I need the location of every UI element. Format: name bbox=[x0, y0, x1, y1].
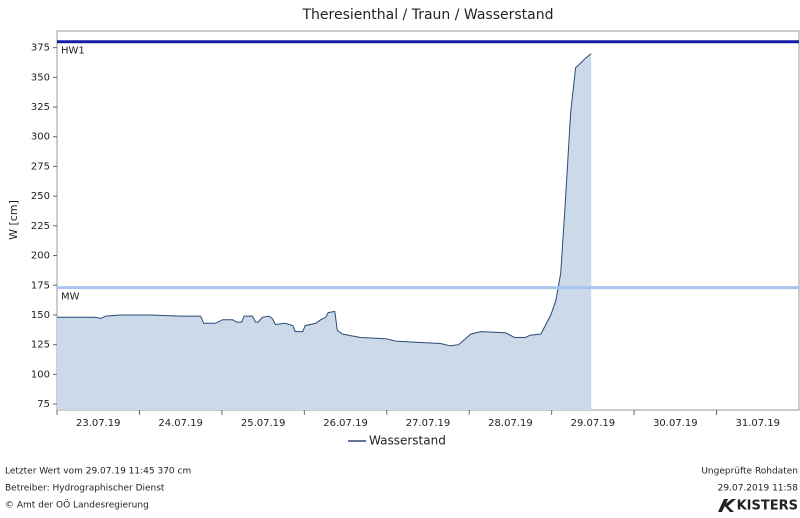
y-tick-label: 375 bbox=[31, 43, 50, 54]
x-tick-label: 30.07.19 bbox=[653, 418, 698, 429]
y-tick-label: 175 bbox=[31, 280, 50, 291]
x-tick-label: 31.07.19 bbox=[736, 418, 781, 429]
footer-text: © Amt der OÖ Landesregierung bbox=[5, 500, 149, 511]
x-tick-label: 27.07.19 bbox=[406, 418, 451, 429]
logo-text: KISTERS bbox=[737, 499, 798, 514]
footer-text: Ungeprüfte Rohdaten bbox=[701, 467, 798, 477]
x-tick-label: 28.07.19 bbox=[488, 418, 533, 429]
y-tick-label: 225 bbox=[31, 221, 50, 232]
x-tick-label: 29.07.19 bbox=[571, 418, 616, 429]
series-line bbox=[57, 53, 592, 347]
y-tick-label: 275 bbox=[31, 161, 50, 172]
logo-icon bbox=[718, 499, 736, 512]
y-tick-label: 150 bbox=[31, 310, 50, 321]
reference-label: MW bbox=[61, 292, 80, 303]
footer-text: 29.07.2019 11:58 bbox=[718, 484, 799, 494]
x-tick-label: 25.07.19 bbox=[241, 418, 286, 429]
y-tick-label: 325 bbox=[31, 102, 50, 113]
footer-text: Betreiber: Hydrographischer Dienst bbox=[5, 484, 165, 494]
y-tick-label: 350 bbox=[31, 72, 50, 83]
area-fill bbox=[57, 53, 592, 410]
y-tick-label: 125 bbox=[31, 340, 50, 351]
y-tick-label: 300 bbox=[31, 132, 50, 143]
x-tick-label: 23.07.19 bbox=[76, 418, 121, 429]
chart-title: Theresienthal / Traun / Wasserstand bbox=[301, 7, 553, 23]
y-axis-label: W [cm] bbox=[7, 200, 20, 240]
footer-text: Letzter Wert vom 29.07.19 11:45 370 cm bbox=[5, 467, 191, 477]
y-tick-label: 250 bbox=[31, 191, 50, 202]
y-tick-label: 75 bbox=[37, 399, 50, 410]
y-tick-label: 200 bbox=[31, 251, 50, 262]
y-tick-label: 100 bbox=[31, 369, 50, 380]
reference-label: HW1 bbox=[61, 46, 85, 57]
legend-label: Wasserstand bbox=[369, 434, 446, 448]
x-tick-label: 26.07.19 bbox=[323, 418, 368, 429]
x-tick-label: 24.07.19 bbox=[158, 418, 203, 429]
